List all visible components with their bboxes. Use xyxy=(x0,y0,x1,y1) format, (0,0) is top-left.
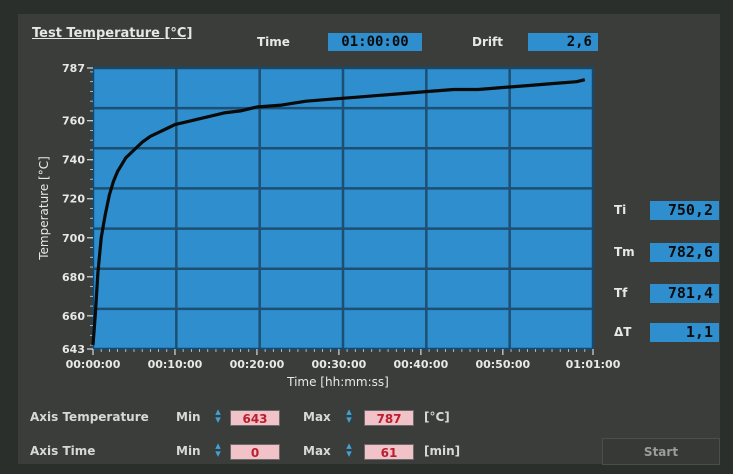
axis-temperature-max-label: Max xyxy=(303,410,331,424)
y-tick-label: 740 xyxy=(62,154,85,167)
y-tick-label: 680 xyxy=(62,271,85,284)
y-tick-label: 643 xyxy=(62,343,85,356)
drift-label: Drift xyxy=(472,35,503,49)
time-min-spinner-icon[interactable]: ▴ ▾ xyxy=(215,439,221,460)
temperature-min-field[interactable]: 643 xyxy=(230,410,280,426)
temperature-min-spinner-icon[interactable]: ▴ ▾ xyxy=(215,405,221,426)
x-axis-label: Time [hh:mm:ss] xyxy=(286,375,389,389)
axis-time-label: Axis Time xyxy=(30,444,96,458)
axis-temperature-min-label: Min xyxy=(176,410,201,424)
x-tick-label: 00:40:00 xyxy=(394,358,449,371)
drift-value: 2,6 xyxy=(528,33,598,51)
time-unit: [min] xyxy=(424,444,461,458)
readout-label: ΔT xyxy=(614,325,632,339)
readout-value: 782,6 xyxy=(650,243,719,262)
axis-temperature-label: Axis Temperature xyxy=(30,410,149,424)
x-tick-label: 00:30:00 xyxy=(312,358,367,371)
x-tick-label: 01:01:00 xyxy=(566,358,621,371)
chart-grid xyxy=(91,66,595,351)
readout-label: Tf xyxy=(614,286,628,300)
y-tick-label: 700 xyxy=(62,232,85,245)
x-tick-label: 00:20:00 xyxy=(230,358,285,371)
time-label: Time xyxy=(257,35,290,49)
temperature-max-spinner-icon[interactable]: ▴ ▾ xyxy=(346,405,352,426)
time-value: 01:00:00 xyxy=(328,33,422,51)
readout-label: Ti xyxy=(614,203,627,217)
x-tick-label: 00:00:00 xyxy=(66,358,121,371)
start-button[interactable]: Start xyxy=(602,438,720,465)
readout-value: 781,4 xyxy=(650,284,719,303)
x-tick-label: 00:50:00 xyxy=(475,358,530,371)
readout-value: 1,1 xyxy=(650,323,719,342)
readout-label: Tm xyxy=(614,245,635,259)
y-tick-label: 660 xyxy=(62,310,85,323)
temperature-max-field[interactable]: 787 xyxy=(364,410,414,426)
y-axis-label: Temperature [°C] xyxy=(37,156,51,261)
readout-value: 750,2 xyxy=(650,201,719,220)
time-max-field[interactable]: 61 xyxy=(364,444,414,460)
y-tick-label: 720 xyxy=(62,193,85,206)
time-max-spinner-icon[interactable]: ▴ ▾ xyxy=(346,439,352,460)
x-tick-label: 00:10:00 xyxy=(148,358,203,371)
temperature-unit: [°C] xyxy=(424,410,450,424)
y-tick-label: 760 xyxy=(62,115,85,128)
temperature-trace xyxy=(91,78,586,346)
axis-time-min-label: Min xyxy=(176,444,201,458)
time-min-field[interactable]: 0 xyxy=(230,444,280,460)
chart-title: Test Temperature [°C] xyxy=(32,26,193,41)
y-tick-label: 787 xyxy=(62,62,85,75)
axis-time-max-label: Max xyxy=(303,444,331,458)
